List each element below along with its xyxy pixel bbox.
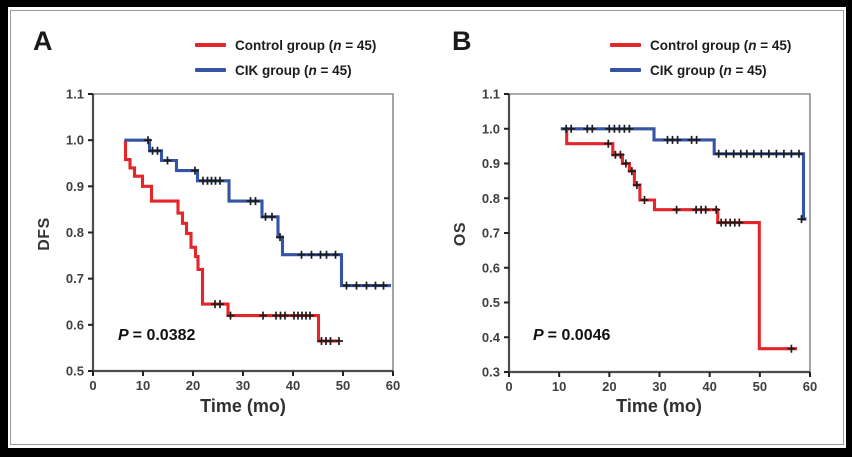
legend-cik-post: = 45) <box>316 62 352 78</box>
x-tick-label: 10 <box>552 379 566 394</box>
legend-control-pre: Control group ( <box>650 37 749 53</box>
p-value-b: P = 0.0046 <box>533 327 610 345</box>
x-tick-label: 30 <box>236 378 250 393</box>
plot-frame-light <box>509 93 811 372</box>
censor-marks <box>562 124 806 224</box>
censor-marks <box>211 300 343 345</box>
p-number: = 0.0382 <box>132 327 196 344</box>
control-line-swatch <box>195 43 226 47</box>
panel-a-letter: A <box>33 26 53 56</box>
y-tick-label: 1.1 <box>66 87 84 102</box>
legend-n-italic: n <box>333 37 342 53</box>
panel-a-plot: 1.1 1.0 0.9 0.8 0.7 0.6 0.5 0 10 20 30 40 50 60 <box>66 87 400 394</box>
y-tick-label: 0.9 <box>66 179 84 194</box>
legend-b-control-label: Control group (n = 45) <box>650 38 791 53</box>
legend-a-cik-row: CIK group (n = 45) <box>195 61 352 79</box>
x-tick-label: 50 <box>336 378 350 393</box>
y-tick-label: 0.8 <box>66 225 84 240</box>
x-tick-label: 0 <box>89 378 96 393</box>
cik-curve <box>124 138 391 288</box>
y-tick-label: 0.7 <box>66 271 84 286</box>
y-tick-label: 0.3 <box>482 365 500 380</box>
legend-cik-pre: CIK group ( <box>650 62 724 78</box>
cik-curve <box>560 127 807 221</box>
y-tick-label: 0.6 <box>482 260 500 275</box>
x-tick-label: 30 <box>652 379 666 394</box>
x-tick-label: 60 <box>386 378 400 393</box>
x-tick-label: 0 <box>505 379 512 394</box>
legend-b-control-row: Control group (n = 45) <box>610 36 791 54</box>
legend-cik-post: = 45) <box>731 62 767 78</box>
y-tick-label: 0.6 <box>66 317 84 332</box>
cik-line-swatch <box>195 68 226 72</box>
panel-b-letter: B <box>452 26 472 56</box>
x-axis-label-b: Time (mo) <box>616 396 702 416</box>
x-tick-label: 50 <box>753 379 767 394</box>
legend-n-italic: n <box>748 37 757 53</box>
legend-n-italic: n <box>308 62 317 78</box>
x-tick-label: 20 <box>602 379 616 394</box>
x-tick-label: 60 <box>803 379 817 394</box>
y-axis-label-dfs: DFS <box>36 217 53 251</box>
legend-a-control-label: Control group (n = 45) <box>235 38 376 53</box>
legend-control-post: = 45) <box>341 37 377 53</box>
x-tick-label: 40 <box>702 379 716 394</box>
control-curve <box>564 127 797 351</box>
legend-control-pre: Control group ( <box>235 37 334 53</box>
legend-n-italic: n <box>723 62 732 78</box>
x-axis-label-a: Time (mo) <box>200 396 286 416</box>
y-tick-label: 0.7 <box>482 226 500 241</box>
censor-marks <box>604 139 796 353</box>
y-tick-label: 0.8 <box>482 191 500 206</box>
p-symbol: P <box>118 327 129 344</box>
y-tick-label: 1.0 <box>66 133 84 148</box>
x-tick-label: 10 <box>136 378 150 393</box>
legend-control-post: = 45) <box>756 37 792 53</box>
legend-a-control-row: Control group (n = 45) <box>195 36 376 54</box>
p-number: = 0.0046 <box>547 327 611 344</box>
p-symbol: P <box>533 327 544 344</box>
y-axis-label-os: OS <box>452 221 469 247</box>
legend-cik-pre: CIK group ( <box>235 62 309 78</box>
cik-line-swatch <box>610 68 641 72</box>
y-tick-label: 0.5 <box>66 364 84 379</box>
legend-b-cik-row: CIK group (n = 45) <box>610 61 767 79</box>
y-tick-label: 0.4 <box>482 330 501 345</box>
legend-a-cik-label: CIK group (n = 45) <box>235 63 352 78</box>
panel-b-plot: 1.1 1.0 0.9 0.8 0.7 0.6 0.5 0.4 0.3 0 10 20 30 40 50 60 <box>482 87 817 395</box>
plot-frame-light <box>93 93 394 371</box>
censor-marks <box>144 136 388 290</box>
y-tick-label: 1.1 <box>482 87 500 102</box>
x-tick-label: 40 <box>286 378 300 393</box>
y-tick-label: 0.5 <box>482 295 500 310</box>
x-tick-label: 20 <box>186 378 200 393</box>
control-curve <box>123 138 340 343</box>
y-tick-label: 0.9 <box>482 156 500 171</box>
y-tick-label: 1.0 <box>482 121 500 136</box>
control-line-swatch <box>610 43 641 47</box>
p-value-a: P = 0.0382 <box>118 327 195 345</box>
legend-b-cik-label: CIK group (n = 45) <box>650 63 767 78</box>
